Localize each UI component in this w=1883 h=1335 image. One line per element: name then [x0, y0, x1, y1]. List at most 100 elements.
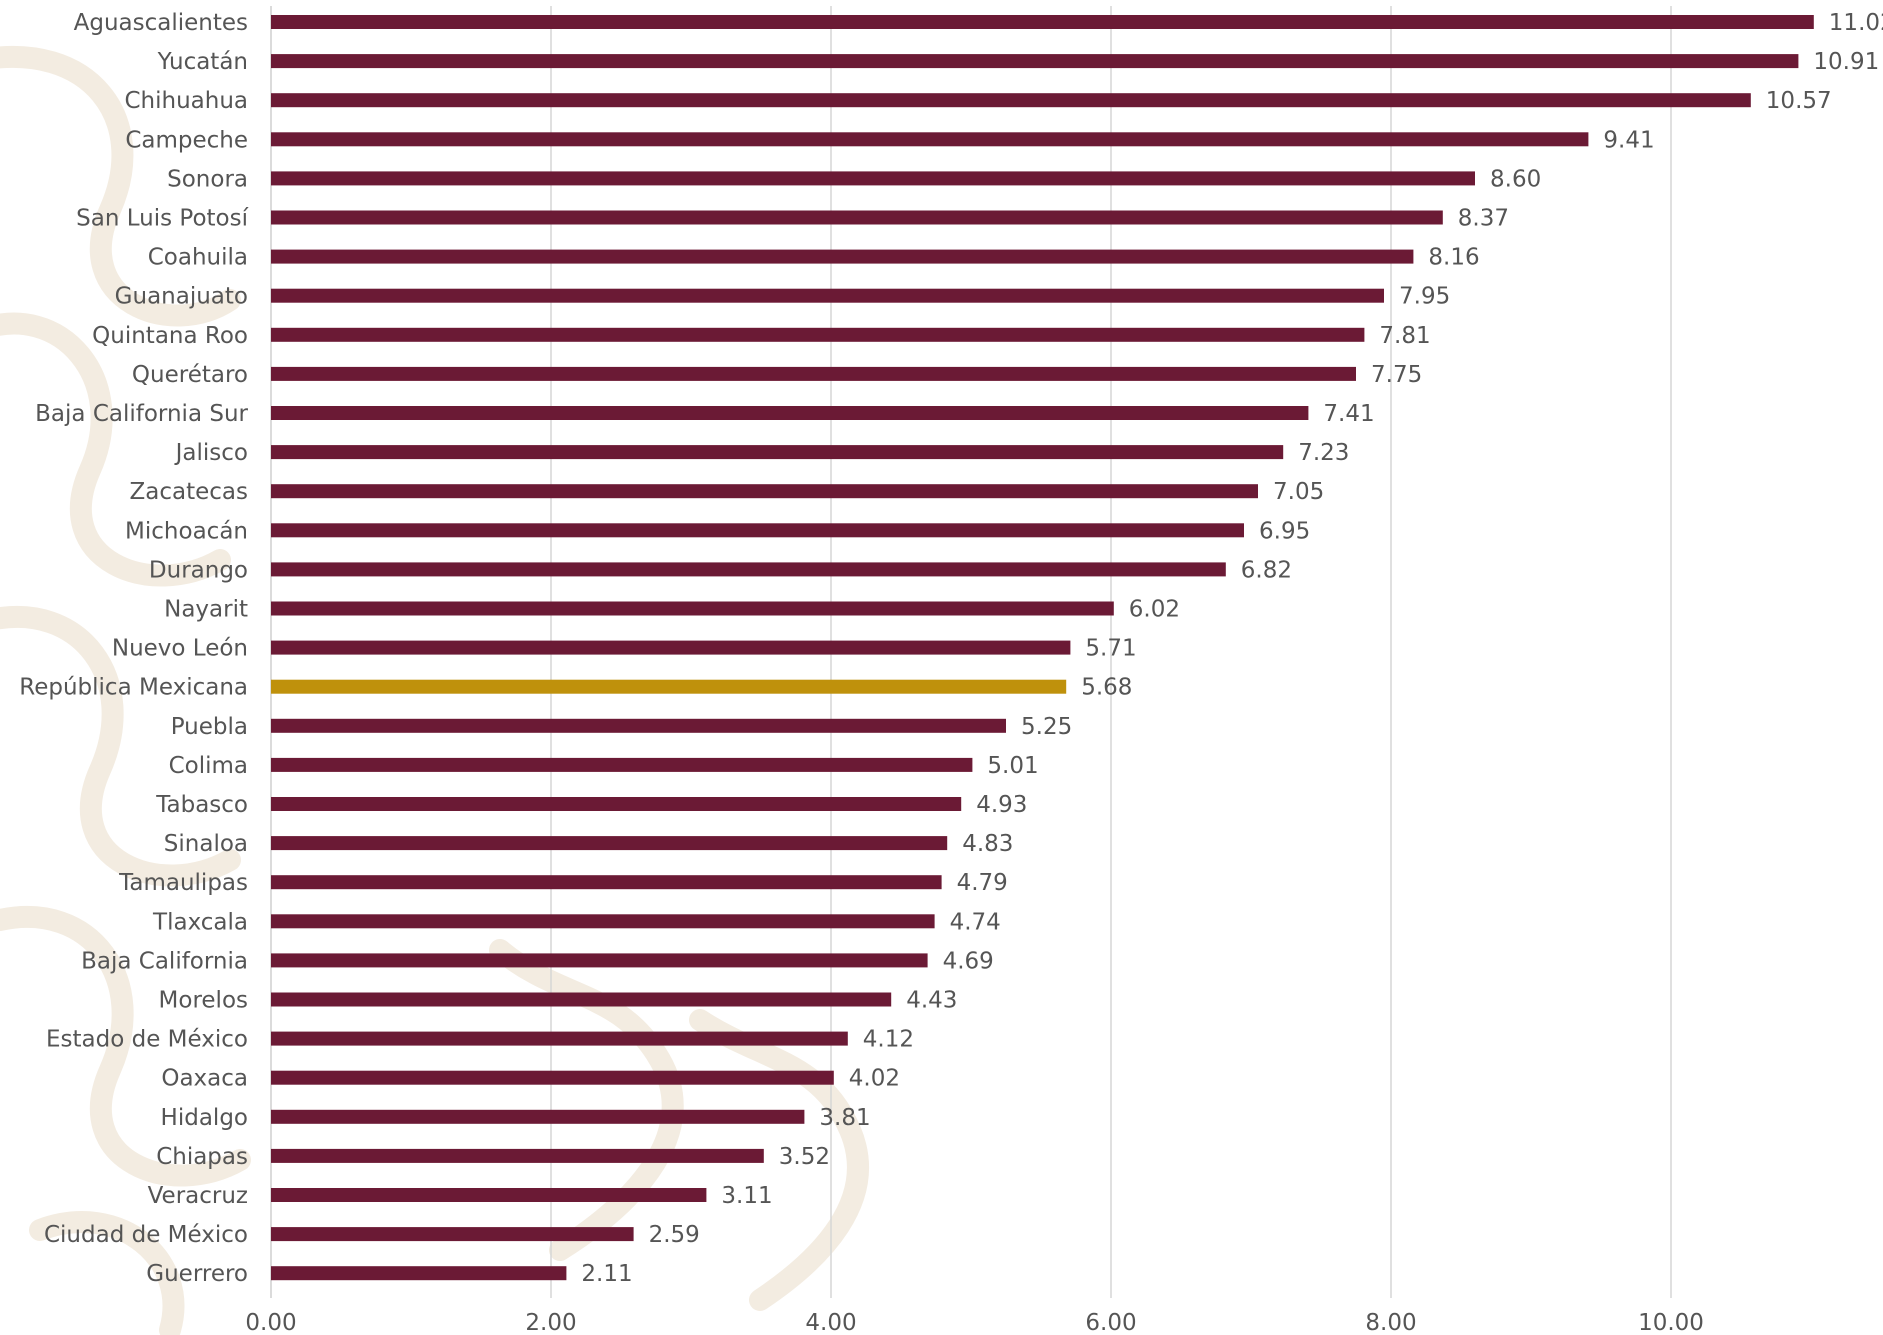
value-label: 3.11 — [721, 1183, 772, 1209]
category-label: Puebla — [171, 714, 248, 740]
bar — [271, 366, 1356, 381]
x-tick-label: 2.00 — [525, 1310, 576, 1335]
value-label: 6.02 — [1129, 597, 1180, 623]
bar — [271, 640, 1071, 655]
category-labels: Aguascalientes Yucatán Chihuahua Campeche So… — [19, 10, 248, 1287]
value-label: 4.12 — [863, 1027, 914, 1053]
x-tick-label: 6.00 — [1085, 1310, 1136, 1335]
category-label: Zacatecas — [130, 479, 248, 505]
bar — [271, 562, 1226, 577]
value-label: 7.05 — [1273, 479, 1324, 505]
category-label: Yucatán — [157, 49, 248, 75]
value-label: 3.81 — [819, 1105, 870, 1131]
category-label: Estado de México — [46, 1027, 248, 1053]
bars — [271, 15, 1814, 1281]
bar — [271, 484, 1258, 499]
category-label: Tabasco — [155, 792, 248, 818]
value-label: 4.69 — [943, 948, 994, 974]
value-label: 10.91 — [1813, 49, 1879, 75]
watermark-pattern — [0, 45, 869, 1335]
category-label: Colima — [169, 753, 248, 779]
value-label: 5.68 — [1081, 675, 1132, 701]
bar — [271, 327, 1365, 342]
value-label: 7.41 — [1323, 401, 1374, 427]
value-label: 4.43 — [906, 988, 957, 1014]
category-label: Tlaxcala — [152, 909, 248, 935]
category-label: Oaxaca — [161, 1066, 248, 1092]
x-axis-tick-labels: 0.00 2.00 4.00 6.00 8.00 10.00 — [245, 1310, 1704, 1335]
value-label: 3.52 — [779, 1144, 830, 1170]
value-label: 8.16 — [1428, 245, 1479, 271]
bar — [271, 797, 962, 811]
value-label: 7.75 — [1371, 362, 1422, 388]
bar — [271, 1266, 567, 1281]
bar — [271, 757, 973, 772]
x-tick-label: 10.00 — [1638, 1310, 1704, 1335]
value-label: 4.74 — [950, 909, 1001, 935]
category-label: Durango — [149, 557, 248, 583]
category-label: Hidalgo — [161, 1105, 248, 1131]
value-label: 4.79 — [957, 870, 1008, 896]
category-label: Aguascalientes — [74, 10, 248, 36]
bar — [271, 718, 1006, 733]
category-label: Querétaro — [132, 362, 248, 388]
bar — [271, 54, 1799, 69]
category-label: Baja California — [81, 948, 248, 974]
bar — [271, 1227, 634, 1242]
bar — [271, 523, 1244, 538]
value-label: 10.57 — [1766, 88, 1832, 114]
category-label: Tamaulipas — [118, 870, 248, 896]
category-label: Guerrero — [146, 1261, 248, 1287]
category-label: Chihuahua — [124, 88, 248, 114]
category-label: Chiapas — [156, 1144, 248, 1170]
category-label: San Luis Potosí — [76, 206, 248, 232]
bar — [271, 132, 1589, 147]
category-label: Jalisco — [174, 440, 248, 466]
bar — [271, 836, 948, 851]
value-label: 8.37 — [1458, 206, 1509, 232]
bar — [271, 992, 892, 1007]
category-label: Coahuila — [148, 245, 248, 271]
bar — [271, 445, 1284, 460]
bar — [271, 406, 1309, 420]
value-label: 8.60 — [1490, 166, 1541, 192]
bar — [271, 15, 1814, 29]
category-label: Veracruz — [148, 1183, 248, 1209]
category-label: Michoacán — [125, 518, 248, 544]
x-tick-label: 8.00 — [1365, 1310, 1416, 1335]
value-label: 7.23 — [1298, 440, 1349, 466]
category-label: Campeche — [125, 127, 248, 153]
value-label: 7.95 — [1399, 284, 1450, 310]
bar — [271, 601, 1114, 616]
category-label: Baja California Sur — [35, 401, 248, 427]
category-label: Ciudad de México — [44, 1222, 248, 1248]
bar — [271, 1148, 764, 1163]
bar — [271, 953, 928, 968]
category-label: Sonora — [167, 166, 248, 192]
value-label: 6.82 — [1241, 557, 1292, 583]
value-label: 9.41 — [1603, 127, 1654, 153]
value-label: 2.59 — [649, 1222, 700, 1248]
value-label: 4.83 — [962, 831, 1013, 857]
value-labels: 11.02 10.91 10.57 9.41 8.60 8.37 8.16 7.95 7.81 7… — [581, 10, 1883, 1287]
value-label: 11.02 — [1829, 10, 1883, 36]
category-label: República Mexicana — [19, 675, 248, 701]
value-label: 4.02 — [849, 1066, 900, 1092]
x-tick-label: 4.00 — [805, 1310, 856, 1335]
bar — [271, 875, 942, 890]
x-tick-label: 0.00 — [245, 1310, 296, 1335]
bar — [271, 1109, 805, 1124]
bar-highlight — [271, 679, 1067, 694]
value-label: 5.25 — [1021, 714, 1072, 740]
bar — [271, 210, 1443, 225]
bar — [271, 914, 935, 929]
category-label: Nayarit — [164, 597, 248, 623]
bar — [271, 288, 1384, 303]
bar — [271, 93, 1751, 108]
value-label: 6.95 — [1259, 518, 1310, 544]
bar — [271, 1070, 834, 1085]
category-label: Quintana Roo — [92, 323, 248, 349]
bar — [271, 171, 1475, 186]
